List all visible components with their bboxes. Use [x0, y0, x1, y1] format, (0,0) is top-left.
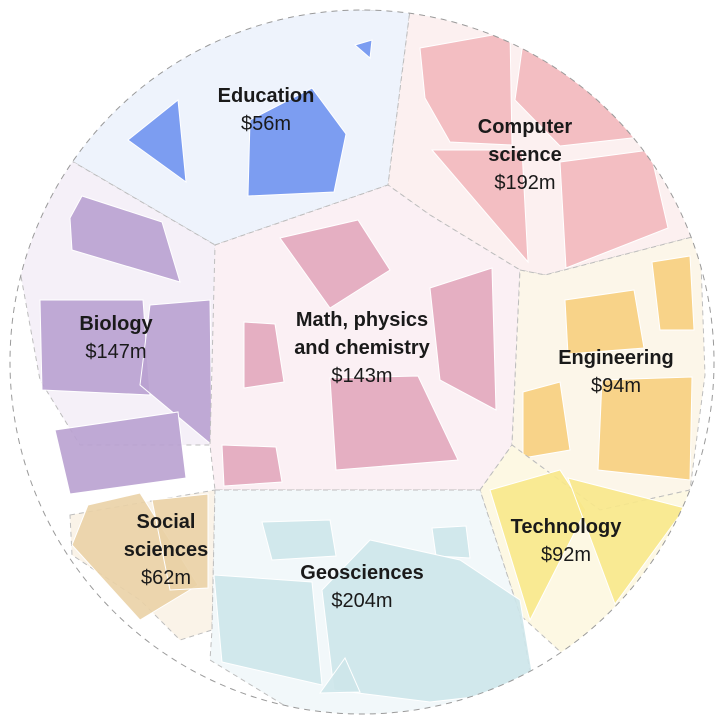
cell-computer-science-3 — [430, 149, 529, 264]
label-engineering-name: Engineering — [558, 347, 674, 369]
label-math-physics-and-chemistry-name: Math, physics — [296, 309, 428, 331]
cell-computer-science-4 — [559, 149, 669, 269]
label-social-sciences-name: sciences — [124, 539, 209, 561]
cell-geosciences-3 — [213, 574, 323, 686]
region-technology — [479, 444, 691, 666]
cell-geosciences-2 — [431, 525, 471, 559]
region-biology — [17, 159, 219, 495]
cell-geosciences-5 — [319, 656, 361, 694]
label-education-value: $56m — [241, 113, 291, 135]
label-geosciences-name: Geosciences — [300, 562, 423, 584]
label-math-physics-and-chemistry-name: and chemistry — [294, 337, 430, 359]
cell-math-physics-and-chemistry-1 — [279, 219, 391, 309]
cell-engineering-1 — [564, 289, 645, 355]
cell-social-sciences-1 — [71, 492, 199, 621]
region-social-sciences — [69, 489, 216, 641]
cell-biology-4 — [54, 411, 187, 495]
cell-geosciences-1 — [261, 519, 337, 561]
cell-social-sciences-2 — [151, 493, 209, 591]
cell-education-1 — [127, 99, 187, 184]
label-biology-value: $147m — [85, 341, 146, 363]
cell-biology-1 — [69, 195, 181, 283]
outer-circle — [9, 9, 715, 715]
cell-math-physics-and-chemistry-2 — [243, 321, 285, 389]
label-education-name: Education — [218, 85, 315, 107]
label-social-sciences-value: $62m — [141, 567, 191, 589]
label-computer-science-name: science — [488, 144, 561, 166]
label-social-sciences-name: Social — [137, 511, 196, 533]
label-technology-name: Technology — [511, 516, 623, 538]
region-math-physics-and-chemistry — [209, 184, 521, 491]
cell-math-physics-and-chemistry-5 — [221, 444, 283, 487]
cell-technology-2 — [567, 477, 686, 606]
cell-education-3 — [353, 39, 373, 60]
label-math-physics-and-chemistry-value: $143m — [331, 365, 392, 387]
cell-education-2 — [247, 87, 347, 197]
label-engineering-value: $94m — [591, 375, 641, 397]
label-technology-value: $92m — [541, 544, 591, 566]
labels: Education $56m Computer science $192m Biology… — [79, 85, 673, 612]
label-biology-name: Biology — [79, 313, 153, 335]
treemap-circle — [17, 10, 706, 714]
label-geosciences-value: $204m — [331, 590, 392, 612]
cell-math-physics-and-chemistry-3 — [429, 267, 497, 411]
cell-engineering-3 — [522, 381, 571, 459]
label-computer-science-value: $192m — [494, 172, 555, 194]
cell-engineering-2 — [651, 255, 695, 331]
cell-biology-2 — [39, 299, 151, 396]
region-engineering — [511, 234, 706, 511]
cell-engineering-4 — [597, 376, 693, 481]
label-computer-science-name: Computer — [478, 116, 573, 138]
cell-math-physics-and-chemistry-4 — [329, 375, 459, 471]
region-geosciences — [209, 489, 536, 714]
